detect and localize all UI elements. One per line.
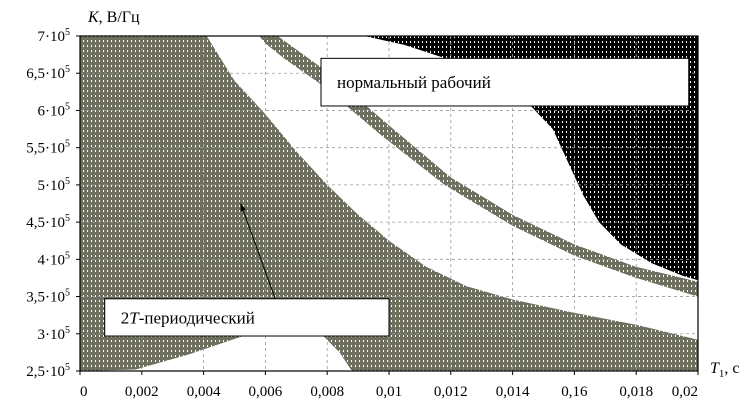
y-tick-label: 3,5·105 bbox=[26, 288, 70, 306]
x-tick-label: 0,012 bbox=[434, 384, 468, 400]
annotation-label: 2T-периодический bbox=[121, 308, 255, 327]
y-tick-label: 6,5·105 bbox=[26, 64, 70, 82]
annotation-label: нормальный рабочий bbox=[337, 73, 491, 92]
x-axis-title: T1, с bbox=[710, 360, 740, 380]
x-tick-label: 0,01 bbox=[376, 384, 402, 400]
x-axis-symbol: T bbox=[710, 360, 720, 377]
x-tick-label: 0,006 bbox=[249, 384, 283, 400]
y-tick-label: 4,5·105 bbox=[26, 213, 70, 231]
annotations: нормальный рабочий 2T-периодический bbox=[104, 57, 690, 337]
arrow-head bbox=[240, 203, 246, 212]
x-tick-label: 0,018 bbox=[619, 384, 653, 400]
x-tick-label: 0,008 bbox=[310, 384, 344, 400]
x-tick-label: 0,014 bbox=[496, 384, 530, 400]
y-tick-label: 6·105 bbox=[38, 101, 71, 119]
x-tick-label: 0,02 bbox=[672, 384, 698, 400]
annotation-box bbox=[104, 298, 390, 337]
x-tick-label: 0 bbox=[80, 384, 88, 400]
x-axis-unit: , с bbox=[724, 360, 739, 377]
y-tick-label: 7·105 bbox=[38, 27, 71, 45]
x-tick-label: 0,16 bbox=[561, 384, 588, 400]
y-axis-unit: , В/Гц bbox=[99, 9, 140, 26]
y-axis-title: K, В/Гц bbox=[87, 9, 140, 26]
y-tick-label: 2,5·105 bbox=[26, 362, 70, 380]
region-2 bbox=[206, 36, 698, 340]
region-4 bbox=[80, 326, 352, 371]
y-tick-label: 5·105 bbox=[38, 176, 71, 194]
annotation-arrow bbox=[240, 203, 276, 299]
x-tick-label: 0,002 bbox=[125, 384, 159, 400]
x-axis-subscript: 1 bbox=[719, 368, 725, 380]
annotation-box bbox=[320, 57, 690, 107]
y-tick-labels: 2,5·105 3·105 3,5·105 4·105 4,5·105 5·105 5,5·… bbox=[26, 27, 80, 380]
y-tick-label: 3·105 bbox=[38, 325, 71, 343]
x-tick-label: 0,004 bbox=[187, 384, 221, 400]
y-tick-label: 4·105 bbox=[38, 250, 71, 268]
x-tick-labels: 0 0,002 0,004 0,006 0,008 0,01 0,012 0,014 0,16 0… bbox=[79, 371, 699, 400]
y-tick-label: 5,5·105 bbox=[26, 139, 70, 157]
y-axis-symbol: K bbox=[87, 9, 100, 26]
